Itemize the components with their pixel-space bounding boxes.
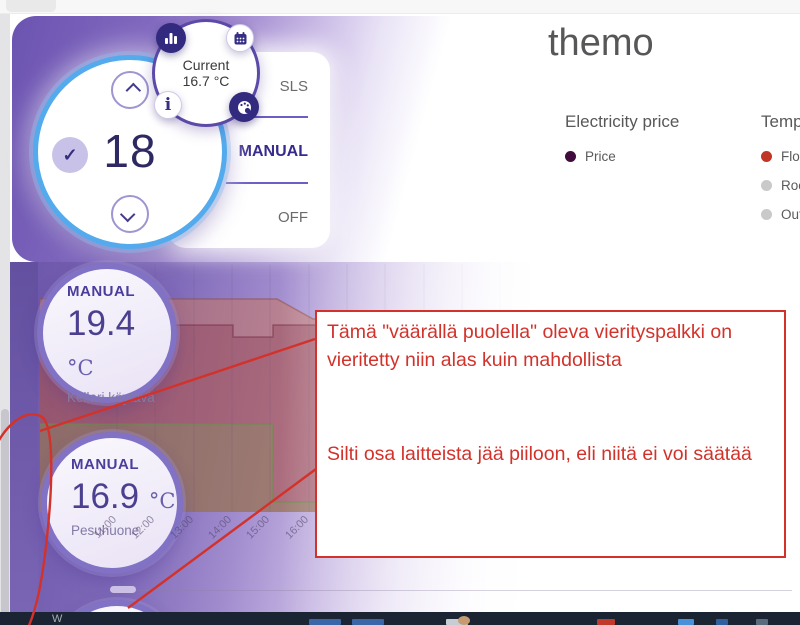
decrease-temp-button[interactable] (111, 195, 149, 233)
themo-logo: themo (548, 22, 654, 64)
legend-electricity-price: Electricity price Price (565, 112, 679, 178)
device-card-kellari-kaytava[interactable]: MANUAL 19.4 °C Kellari käytävä (37, 263, 177, 405)
outside-dot-icon (761, 209, 772, 220)
thermostat-card: SLS MANUAL OFF 18 ✓ Current 16.7 °C (12, 16, 510, 262)
check-icon: ✓ (62, 144, 78, 165)
windows-taskbar[interactable]: W (0, 612, 800, 625)
left-scrollbar-thumb[interactable] (1, 409, 9, 622)
temperature-dial: 18 ✓ (33, 55, 227, 249)
taskbar-icon[interactable] (756, 619, 768, 625)
palette-icon (237, 100, 251, 114)
price-dot-icon (565, 151, 576, 162)
device-temperature: 16.9 °C (71, 477, 176, 516)
bar-chart-icon (165, 33, 177, 44)
annotation-text-2: Silti osa laitteista jää piiloon, eli ni… (327, 443, 752, 465)
legend-item-label: Outside (781, 207, 800, 222)
theme-button[interactable] (229, 92, 259, 122)
current-temp-value: 16.7 °C (182, 73, 230, 89)
confirm-setpoint-button[interactable]: ✓ (52, 137, 88, 173)
current-label: Current (182, 57, 230, 73)
legend-temperature: Temperature Floor Room Outside (761, 112, 800, 236)
increase-temp-button[interactable] (111, 71, 149, 109)
window-top-strip (0, 0, 800, 14)
mode-divider (226, 116, 308, 118)
calendar-icon (234, 31, 246, 44)
legend-item-outside[interactable]: Outside (761, 207, 800, 222)
setpoint-value: 18 (103, 125, 157, 177)
legend-item-label: Room (781, 178, 800, 193)
taskbar-icon[interactable] (352, 619, 384, 625)
chart-bottom-divider (140, 590, 792, 591)
device-name: Pesuhuone (71, 523, 140, 538)
taskbar-icon[interactable] (716, 619, 728, 625)
taskbar-text-fragment: W (52, 613, 63, 625)
device-mode: MANUAL (67, 283, 135, 300)
legend-item-room[interactable]: Room (761, 178, 800, 193)
taskbar-icon[interactable] (597, 619, 615, 625)
info-button[interactable]: i (154, 91, 182, 119)
mode-sls[interactable]: SLS (279, 78, 308, 95)
taskbar-avatar-icon[interactable] (458, 616, 470, 625)
taskbar-icon[interactable] (678, 619, 694, 625)
device-list-scroll-pill[interactable] (110, 586, 136, 593)
device-card-pesuhuone[interactable]: MANUAL 16.9 °C Pesuhuone (41, 432, 183, 574)
schedule-button[interactable] (226, 24, 254, 52)
legend-price-title: Electricity price (565, 112, 680, 131)
device-temperature: 19.4 °C (67, 304, 136, 380)
device-mode: MANUAL (71, 456, 139, 473)
annotation-text-1: Tämä "väärällä puolella" oleva vieritysp… (327, 321, 733, 371)
unit-celsius: °C (67, 356, 94, 380)
legend-item-label: Floor (781, 149, 800, 164)
info-icon: i (164, 94, 172, 115)
legend-item-floor[interactable]: Floor (761, 149, 800, 164)
legend-item-label: Price (585, 149, 616, 164)
taskbar-icon[interactable] (446, 619, 468, 625)
taskbar-icon[interactable] (309, 619, 341, 625)
unit-celsius: °C (148, 489, 176, 513)
left-scrollbar-track[interactable] (0, 14, 10, 622)
mode-off[interactable]: OFF (278, 209, 308, 226)
floor-dot-icon (761, 151, 772, 162)
mode-divider (226, 182, 308, 184)
statistics-button[interactable] (156, 23, 186, 53)
mode-manual[interactable]: MANUAL (238, 143, 308, 160)
legend-temperature-title: Temperature (761, 112, 800, 131)
annotation-note-box: Tämä "väärällä puolella" oleva vieritysp… (315, 310, 786, 558)
browser-tab-remnant[interactable] (6, 0, 56, 12)
chevron-up-icon (125, 82, 141, 98)
room-dot-icon (761, 180, 772, 191)
legend-item-price[interactable]: Price (565, 149, 679, 164)
device-name: Kellari käytävä (67, 390, 155, 405)
chevron-down-icon (119, 206, 135, 222)
